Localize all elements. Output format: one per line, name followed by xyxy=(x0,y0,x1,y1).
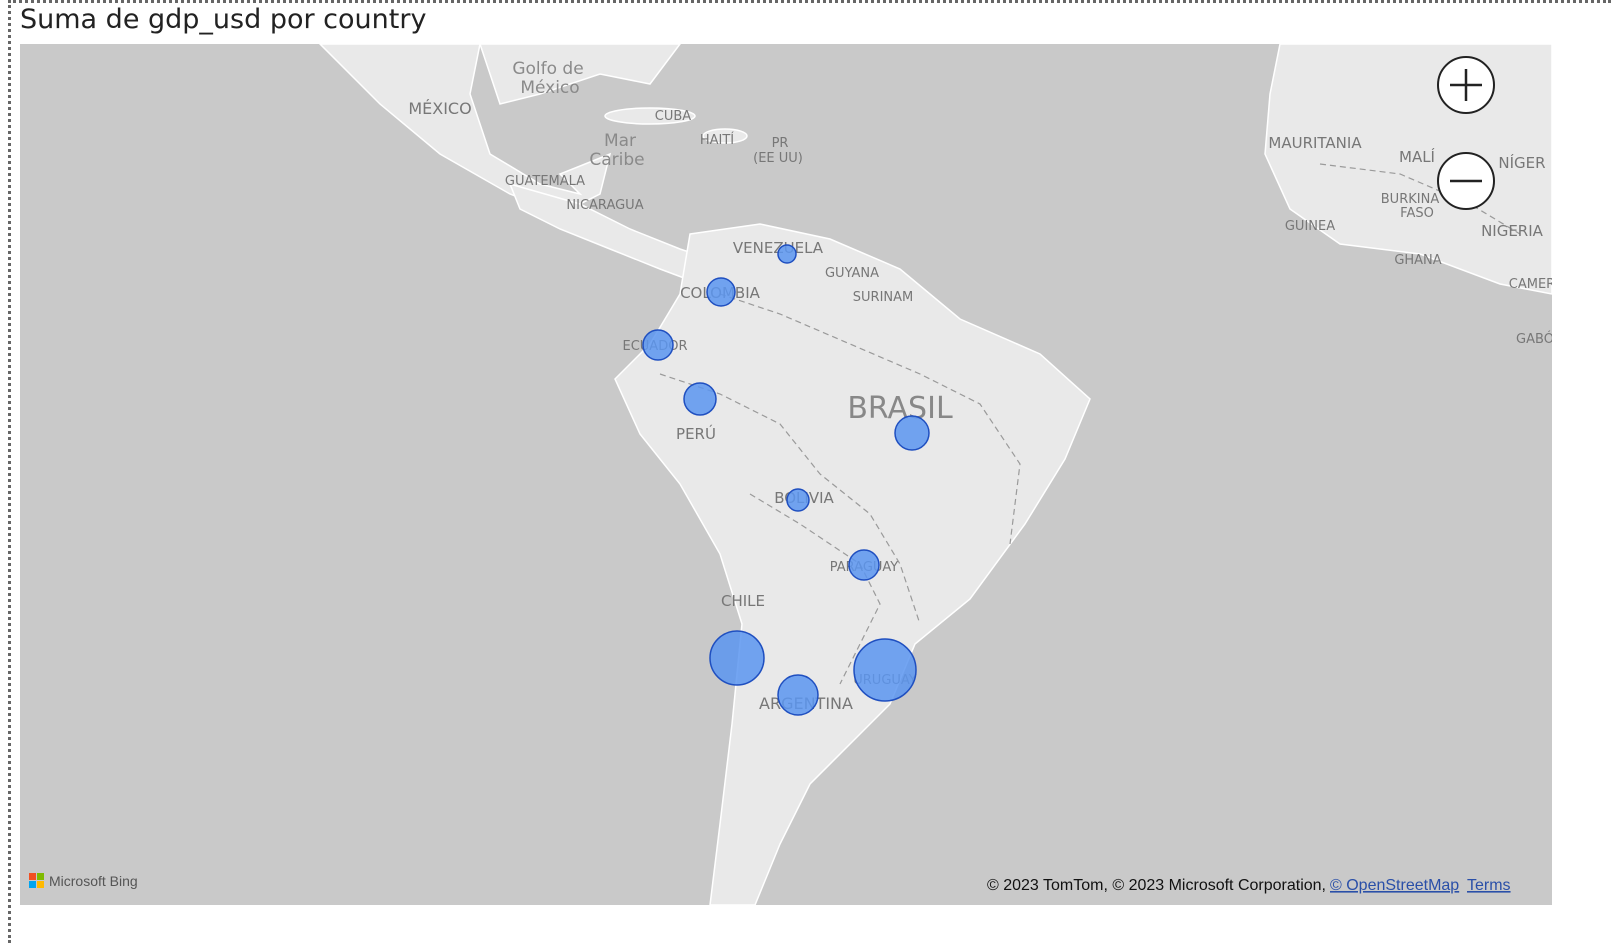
map-label: CHILE xyxy=(721,592,765,610)
land-mexico xyxy=(318,44,612,215)
terms-link[interactable]: Terms xyxy=(1467,877,1511,894)
bubble[interactable] xyxy=(853,638,917,702)
map-label: MÉXICO xyxy=(408,99,471,118)
map-label: Caribe xyxy=(589,150,644,170)
map-label: GABÓ xyxy=(1516,331,1552,347)
bubble[interactable] xyxy=(709,630,765,686)
map-label: HAITÍ xyxy=(700,132,734,148)
map-label: GUINEA xyxy=(1285,219,1335,234)
bubble[interactable] xyxy=(786,488,810,512)
map-label: CUBA xyxy=(655,109,692,124)
land-north-america xyxy=(479,44,681,105)
bubble[interactable] xyxy=(642,329,674,361)
visual-title: Suma de gdp_usd por country xyxy=(20,4,427,35)
map-label: SURINAM xyxy=(853,290,913,305)
map-label: NIGERIA xyxy=(1481,222,1544,240)
map-label: BURKINA xyxy=(1381,192,1440,207)
bing-logo: Microsoft Bing xyxy=(29,873,138,889)
map-label: GUYANA xyxy=(825,266,879,281)
map-label: (EE UU) xyxy=(753,151,803,166)
map-label: NÍGER xyxy=(1498,153,1545,172)
visual-frame xyxy=(8,0,1611,943)
zoom-out-button[interactable] xyxy=(1437,152,1495,210)
bubble[interactable] xyxy=(777,674,819,716)
map-label: FASO xyxy=(1400,206,1434,221)
copyright: © 2023 TomTom, © 2023 Microsoft Corporat… xyxy=(987,877,1326,894)
bubble[interactable] xyxy=(777,244,797,264)
bubble[interactable] xyxy=(683,382,717,416)
map-label: GUATEMALA xyxy=(505,174,585,189)
logo-text: Microsoft Bing xyxy=(49,873,138,889)
map-label: VENEZUELA xyxy=(733,239,824,257)
bubble[interactable] xyxy=(894,415,930,451)
zoom-in-button[interactable] xyxy=(1437,56,1495,114)
map-label: PR xyxy=(772,136,789,151)
border-line xyxy=(1319,163,1521,235)
osm-link[interactable]: © OpenStreetMap xyxy=(1330,877,1459,894)
border-line xyxy=(659,373,921,625)
map-label: Golfo de xyxy=(512,59,583,79)
logo-square xyxy=(37,873,44,880)
land-cuba xyxy=(604,107,696,125)
logo-square xyxy=(29,881,36,888)
logo-square xyxy=(29,873,36,880)
map-label: CAMER xyxy=(1509,277,1552,292)
bubbles xyxy=(642,244,930,716)
map: Golfo de México MÉXICO CUBA HAITÍ PR (EE… xyxy=(20,44,1552,905)
map-label: NICARAGUA xyxy=(566,198,643,213)
map-label: México xyxy=(520,78,579,98)
bubble[interactable] xyxy=(848,549,880,581)
map-label: MAURITANIA xyxy=(1268,134,1362,152)
logo-square xyxy=(37,881,44,888)
land-hispaniola xyxy=(702,128,748,144)
bubble[interactable] xyxy=(706,277,736,307)
map-label: GHANA xyxy=(1394,253,1441,268)
map-label: Mar xyxy=(604,131,636,151)
map-label: MALÍ xyxy=(1399,147,1435,166)
border-line xyxy=(719,293,1021,545)
map-label: PERÚ xyxy=(676,424,716,443)
border-line xyxy=(749,493,881,685)
borders xyxy=(659,163,1521,685)
zoom-in-icon xyxy=(1450,69,1482,101)
